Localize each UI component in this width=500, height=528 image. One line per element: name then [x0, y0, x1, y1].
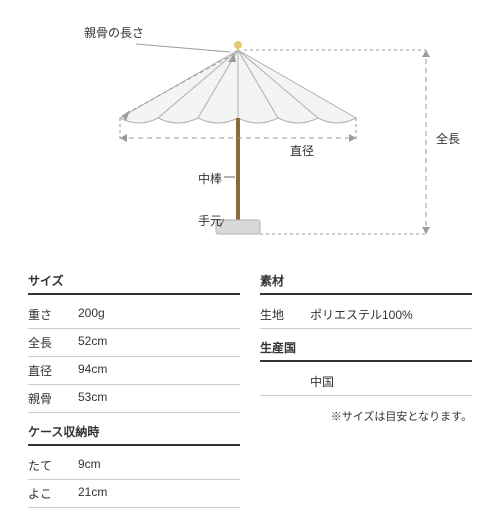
spec-row: 重さ200g: [28, 301, 240, 329]
case-header: ケース収納時: [28, 423, 240, 446]
spec-value: 53cm: [78, 390, 240, 407]
spec-value: 94cm: [78, 362, 240, 379]
spec-row: よこ21cm: [28, 480, 240, 508]
umbrella-diagram: 親骨の長さ 直径 全長 中棒 手元: [28, 20, 472, 250]
spec-key: 重さ: [28, 306, 78, 323]
spec-row: 生地ポリエステル100%: [260, 301, 472, 329]
label-total-length: 全長: [436, 130, 460, 147]
label-center-pole: 中棒: [182, 170, 222, 187]
spec-col-right: 素材 生地ポリエステル100% 生産国 中国 ※サイズは目安となります。: [260, 268, 472, 508]
spec-key: 親骨: [28, 390, 78, 407]
spec-key: よこ: [28, 485, 78, 502]
spec-value: 200g: [78, 306, 240, 323]
spec-row: 中国: [260, 368, 472, 396]
spec-key: たて: [28, 457, 78, 474]
spec-key: 直径: [28, 362, 78, 379]
spec-key: 生地: [260, 306, 310, 323]
material-header: 素材: [260, 272, 472, 295]
spec-columns: サイズ 重さ200g全長52cm直径94cm親骨53cm ケース収納時 たて9c…: [28, 268, 472, 508]
spec-row: 親骨53cm: [28, 385, 240, 413]
spec-col-left: サイズ 重さ200g全長52cm直径94cm親骨53cm ケース収納時 たて9c…: [28, 268, 240, 508]
country-header: 生産国: [260, 339, 472, 362]
spec-row: たて9cm: [28, 452, 240, 480]
spec-value: 52cm: [78, 334, 240, 351]
spec-value: 9cm: [78, 457, 240, 474]
label-diameter: 直径: [290, 142, 314, 159]
spec-key: 全長: [28, 334, 78, 351]
spec-value: ポリエステル100%: [310, 306, 472, 323]
label-rib-length: 親骨の長さ: [84, 24, 144, 41]
size-header: サイズ: [28, 272, 240, 295]
spec-row: 直径94cm: [28, 357, 240, 385]
size-note: ※サイズは目安となります。: [260, 408, 472, 424]
spec-row: 全長52cm: [28, 329, 240, 357]
spec-value: 中国: [310, 373, 472, 390]
spec-key: [260, 373, 310, 390]
label-handle: 手元: [182, 212, 222, 229]
spec-value: 21cm: [78, 485, 240, 502]
umbrella-svg: [28, 20, 472, 250]
